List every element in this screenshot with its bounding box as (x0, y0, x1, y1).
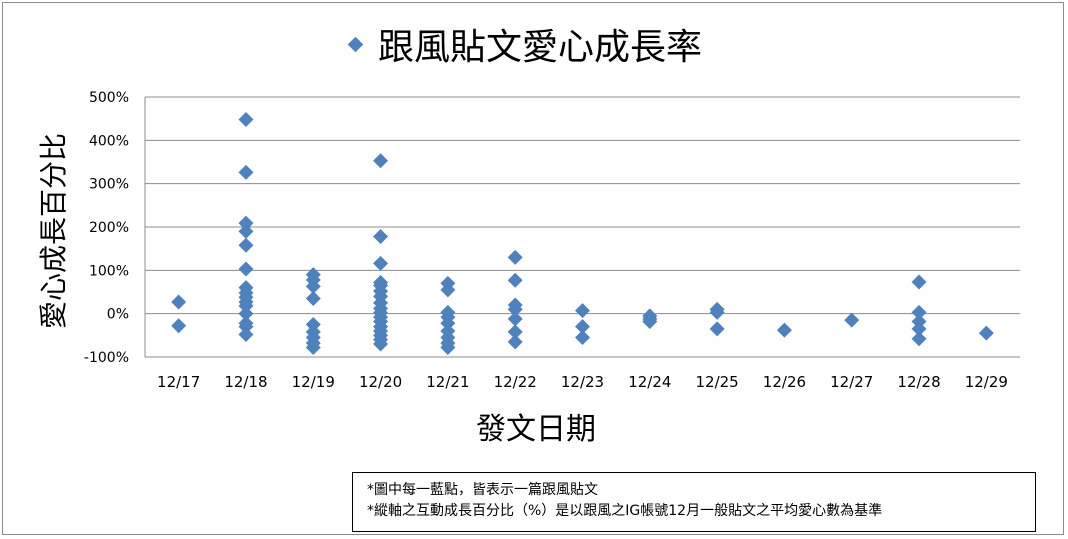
data-point (238, 319, 254, 335)
data-point (238, 306, 254, 322)
x-tick-label: 12/26 (763, 373, 806, 391)
data-point (507, 301, 523, 317)
data-point (642, 313, 658, 329)
data-point (238, 112, 254, 128)
data-point (305, 339, 321, 355)
footnote-box: *圖中每一藍點，皆表示一篇跟風貼文 *縱軸之互動成長百分比（%）是以跟風之IG帳… (352, 472, 1036, 532)
data-point (171, 294, 187, 310)
x-tick-label: 12/21 (426, 373, 469, 391)
data-point (373, 255, 389, 271)
data-point (373, 229, 389, 245)
data-point (305, 291, 321, 306)
x-tick-label: 12/24 (628, 373, 671, 391)
x-tick-label: 12/23 (561, 373, 604, 391)
data-point (238, 237, 254, 253)
data-point (171, 318, 187, 334)
x-tick-label: 12/29 (965, 373, 1008, 391)
scatter-chart: 跟風貼文愛心成長率 500% 400% 300% 200% 100% 0% -100% 12/1… (37, 27, 1020, 447)
data-point (911, 321, 927, 337)
data-point (373, 153, 389, 169)
x-tick-label: 12/28 (897, 373, 940, 391)
y-tick-label: 300% (89, 177, 129, 193)
data-point (575, 303, 590, 319)
data-point (575, 330, 590, 345)
y-axis-title: 愛心成長百分比 (37, 133, 70, 329)
data-point (238, 215, 254, 231)
data-point (911, 331, 927, 347)
legend-marker (347, 36, 364, 53)
data-point (709, 304, 725, 320)
data-point (238, 261, 254, 277)
data-point (238, 326, 254, 342)
x-tick-label: 12/18 (224, 373, 267, 391)
data-point (507, 311, 523, 327)
chart-title: 跟風貼文愛心成長率 (378, 27, 702, 68)
data-point (305, 278, 321, 294)
data-point (238, 164, 254, 180)
x-axis-title: 發文日期 (476, 412, 596, 447)
data-point (709, 321, 725, 337)
y-tick-label: 500% (89, 90, 129, 106)
y-tick-label: 400% (89, 133, 129, 149)
y-tick-label: 200% (89, 220, 129, 236)
data-point (978, 325, 994, 341)
data-point (440, 315, 456, 331)
data-point (440, 339, 456, 355)
data-point (507, 272, 523, 288)
data-point (575, 319, 590, 335)
data-point (440, 282, 456, 298)
data-point (238, 223, 254, 239)
x-tick-label: 12/19 (292, 373, 335, 391)
data-point (238, 298, 254, 314)
data-point (507, 324, 523, 340)
x-tick-label: 12/20 (359, 373, 402, 391)
x-tick-label: 12/17 (157, 373, 200, 391)
x-tick-label: 12/22 (494, 373, 537, 391)
footnote-line-1: *圖中每一藍點，皆表示一篇跟風貼文 (367, 482, 598, 498)
y-tick-label: 0% (107, 307, 129, 323)
data-point (507, 334, 523, 350)
y-tick-label: 100% (89, 263, 129, 279)
y-tick-label: -100% (84, 350, 129, 366)
data-point (844, 312, 860, 328)
x-tick-label: 12/27 (830, 373, 873, 391)
data-point (776, 322, 792, 338)
x-tick-label: 12/25 (695, 373, 738, 391)
data-point (911, 304, 927, 320)
data-point (507, 249, 523, 265)
footnote-line-2: *縱軸之互動成長百分比（%）是以跟風之IG帳號12月一般貼文之平均愛心數為基準 (367, 503, 883, 519)
data-point (911, 274, 927, 290)
data-point (373, 336, 389, 352)
